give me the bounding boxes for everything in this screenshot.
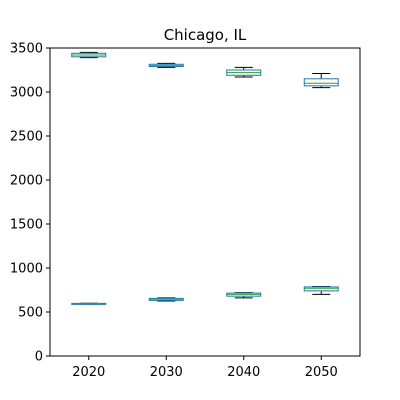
chart-marks [71,51,339,305]
y-tick-label: 2500 [10,130,43,145]
y-tick-label: 500 [18,306,43,321]
box-plot-2030-group-1 [148,62,184,68]
box-plot-2050-group-1 [303,73,339,89]
plot-area-frame [49,47,361,357]
box-plot-2030-group-2 [148,297,184,302]
box [303,78,339,87]
x-axis: 2020 2030 2040 2050 [72,356,338,380]
box-plot-2040-group-2 [226,292,262,299]
box-plot-2050-group-2 [303,285,339,295]
y-axis: 0 500 1000 1500 2000 2500 3000 3500 [10,42,50,365]
y-tick-label: 1000 [10,262,43,277]
y-tick-label: 0 [35,350,43,365]
y-tick-label: 2000 [10,174,43,189]
y-tick-label: 3500 [10,42,43,57]
x-tick-label: 2050 [305,365,338,380]
x-tick-label: 2040 [227,365,260,380]
x-tick-label: 2020 [72,365,105,380]
box-plot-2020-group-2 [71,302,107,305]
box [303,286,339,292]
y-tick-label: 1500 [10,218,43,233]
x-tick-label: 2030 [150,365,183,380]
box-plot-2020-group-1 [71,51,107,59]
y-tick-label: 3000 [10,86,43,101]
box-plot-2040-group-1 [226,66,262,78]
chart-title: Chicago, IL [164,26,247,44]
